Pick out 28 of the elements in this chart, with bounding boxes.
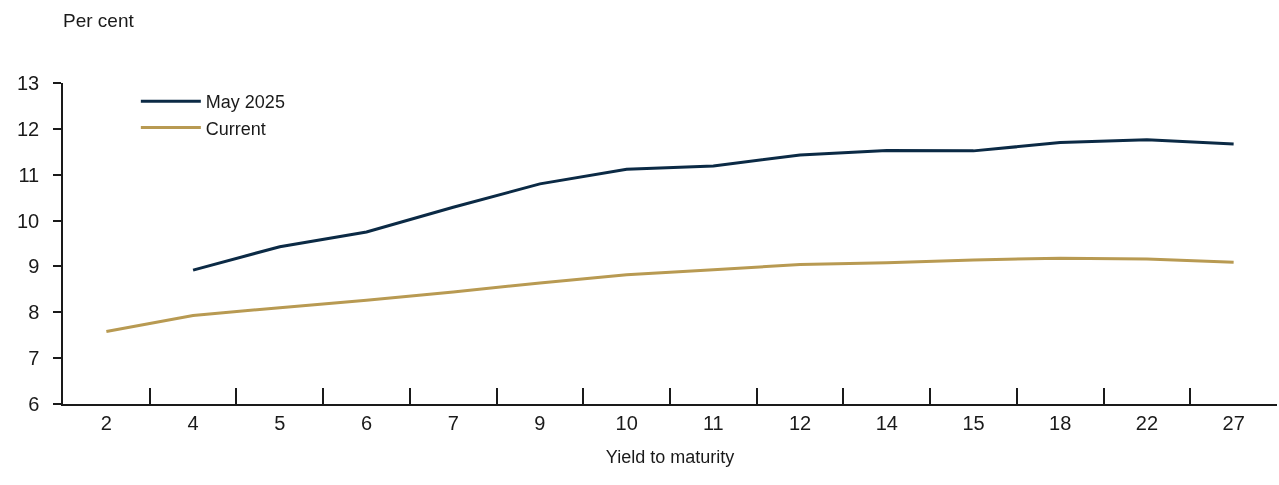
x-tick-label: 2 bbox=[100, 411, 112, 434]
x-tick-label: 15 bbox=[962, 411, 985, 434]
x-tick-label: 7 bbox=[447, 411, 459, 434]
y-tick-label: 8 bbox=[28, 301, 40, 324]
x-tick-label: 14 bbox=[875, 411, 898, 434]
x-axis-title: Yield to maturity bbox=[605, 447, 735, 468]
x-tick-label: 12 bbox=[788, 411, 812, 434]
legend-label: Current bbox=[205, 118, 266, 139]
x-tick-label: 9 bbox=[534, 411, 546, 434]
y-tick-label: 6 bbox=[28, 393, 40, 415]
x-tick-label: 11 bbox=[702, 411, 724, 434]
x-tick-label: 22 bbox=[1135, 411, 1159, 434]
y-tick-label: 7 bbox=[28, 347, 40, 370]
x-tick-label: 5 bbox=[274, 411, 286, 434]
y-tick-label: 9 bbox=[28, 255, 40, 278]
line-series bbox=[104, 256, 1236, 334]
legend-label: May 2025 bbox=[205, 92, 285, 113]
y-tick-label: 13 bbox=[17, 72, 40, 94]
x-tick-label: 10 bbox=[615, 411, 638, 434]
x-tick-label: 6 bbox=[360, 411, 373, 434]
y-tick-label: 10 bbox=[17, 209, 40, 232]
x-tick-label: 27 bbox=[1222, 411, 1245, 434]
y-tick-label: 11 bbox=[18, 163, 40, 186]
y-tick-label: 12 bbox=[17, 117, 40, 140]
y-axis-title: Per cent bbox=[63, 10, 135, 31]
x-tick-label: 4 bbox=[187, 411, 199, 434]
x-tick-label: 18 bbox=[1049, 411, 1072, 434]
line-series bbox=[191, 138, 1236, 272]
